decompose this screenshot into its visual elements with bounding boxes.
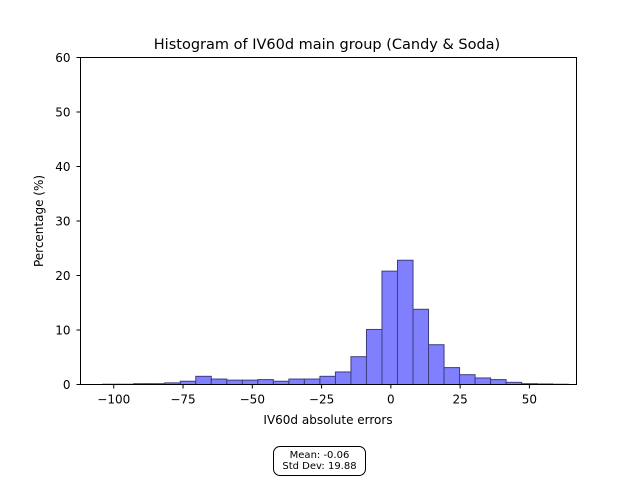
y-tick-label: 10 xyxy=(55,324,70,338)
mean-label: Mean: -0.06 xyxy=(289,450,350,461)
chart-title: Histogram of IV60d main group (Candy & S… xyxy=(154,37,500,53)
x-axis-label: IV60d absolute errors xyxy=(263,413,392,427)
histogram-bar xyxy=(195,375,212,386)
histogram-bar xyxy=(459,374,476,386)
histogram-bar xyxy=(428,344,445,385)
histogram-bar xyxy=(490,379,507,386)
histogram-bars xyxy=(102,259,569,386)
plot-frame xyxy=(80,57,577,385)
y-tick-label: 0 xyxy=(63,378,71,392)
x-tick-label: −75 xyxy=(170,393,195,407)
histogram-bar xyxy=(474,377,492,385)
stats-annotation-box: Mean: -0.06 Std Dev: 19.88 xyxy=(273,446,366,476)
x-tick-label: 25 xyxy=(452,393,467,407)
x-tick-label: −100 xyxy=(97,393,130,407)
x-tick-label: 50 xyxy=(522,393,537,407)
x-tick-label: 0 xyxy=(387,393,395,407)
histogram-bar xyxy=(381,270,398,386)
x-tick-label: −25 xyxy=(309,393,334,407)
x-axis: −100 −75 −50 −25 0 25 50 xyxy=(97,384,537,407)
histogram-bar xyxy=(226,379,243,386)
histogram-bar xyxy=(288,378,305,385)
histogram-bar xyxy=(334,371,352,385)
y-axis: 0 10 20 30 40 50 60 xyxy=(55,51,81,392)
histogram-bar xyxy=(365,328,383,385)
y-tick-label: 20 xyxy=(55,269,70,283)
histogram-bar xyxy=(257,379,274,386)
histogram-bar xyxy=(210,378,228,385)
y-tick-label: 50 xyxy=(55,106,70,120)
histogram-bar xyxy=(396,259,414,385)
histogram-bar xyxy=(319,375,336,386)
x-tick-label: −50 xyxy=(240,393,265,407)
y-axis-label: Percentage (%) xyxy=(32,175,46,267)
histogram-bar xyxy=(241,379,259,386)
histogram-bar xyxy=(443,367,461,386)
y-tick-label: 30 xyxy=(55,215,70,229)
histogram-bar xyxy=(303,378,321,385)
y-tick-label: 40 xyxy=(55,160,70,174)
std-dev-label: Std Dev: 19.88 xyxy=(282,461,357,472)
histogram-bar xyxy=(412,308,430,386)
y-tick-label: 60 xyxy=(55,51,70,65)
histogram-bar xyxy=(350,356,367,385)
